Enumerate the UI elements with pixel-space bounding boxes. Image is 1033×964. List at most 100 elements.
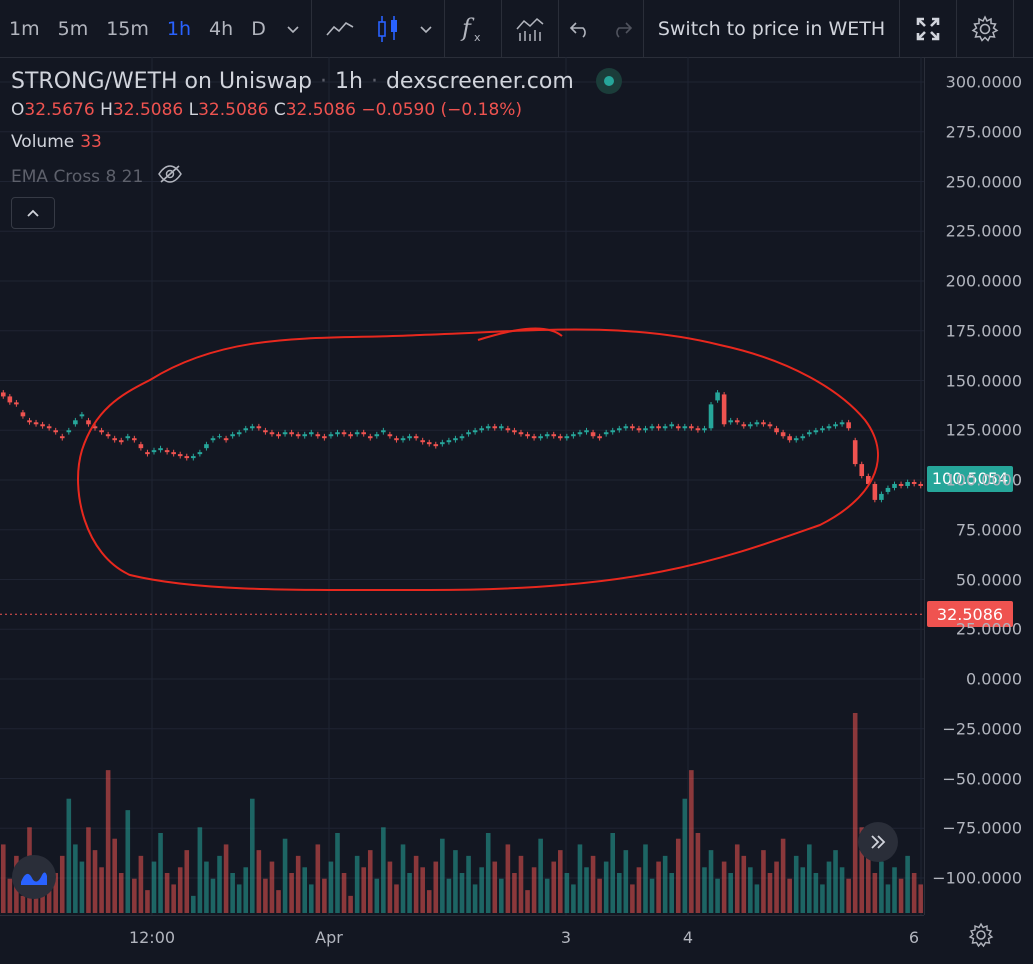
low-label: L [188, 100, 199, 120]
price-tick-label: 150.0000 [945, 371, 1022, 390]
candle-body [407, 436, 412, 439]
candle-body [826, 426, 832, 429]
symbol-title-row: STRONG/WETH on Uniswap · 1h · dexscreene… [11, 68, 622, 94]
volume-bar [702, 867, 707, 913]
templates-icon[interactable] [502, 0, 558, 57]
candle-body [525, 434, 530, 437]
volume-bar [112, 838, 117, 913]
candle-body [702, 428, 707, 431]
volume-value: 33 [80, 132, 102, 152]
candle-body [164, 450, 170, 453]
candle-body [564, 436, 570, 439]
timeframe-4h[interactable]: 4h [209, 17, 234, 40]
volume-bar [400, 844, 406, 913]
candle-body [761, 422, 766, 425]
candle-body [721, 394, 727, 425]
timeframe-d[interactable]: D [251, 17, 266, 40]
volume-bar [53, 873, 58, 913]
time-axis[interactable]: 12:00 Apr 3 4 6 [0, 915, 924, 964]
volume-bar [308, 884, 314, 913]
scroll-to-realtime-button[interactable] [858, 822, 898, 862]
volume-bar [518, 855, 524, 913]
volume-bar [118, 873, 124, 913]
low-value: 32.5086 [198, 100, 269, 120]
candle-body [807, 432, 812, 435]
candle-body [138, 444, 144, 449]
volume-bar [348, 895, 353, 913]
candle-body [643, 428, 648, 431]
candle-body [459, 436, 465, 439]
volume-bar [911, 873, 917, 913]
candle-body [99, 430, 104, 433]
chart-type-dropdown-icon[interactable] [408, 0, 444, 57]
candle-body [839, 422, 845, 425]
last-price-label: 100.5054 [927, 465, 1013, 492]
candle-body [308, 432, 314, 435]
candle-body [872, 483, 878, 500]
timeframe-15m[interactable]: 15m [106, 17, 149, 40]
candle-body [282, 432, 288, 435]
ohlc-values: O32.5676 H32.5086 L32.5086 C32.5086 −0.0… [11, 100, 622, 120]
line-chart-icon[interactable] [312, 0, 368, 57]
volume-bar [492, 861, 498, 913]
price-tick-label: 250.0000 [945, 172, 1022, 191]
candle-body [118, 440, 124, 443]
volume-bar [675, 838, 681, 913]
candle-body [322, 436, 327, 439]
volume-bar [866, 855, 871, 913]
settings-gear-icon[interactable] [957, 0, 1013, 57]
candle-body [603, 432, 609, 435]
volume-bar [230, 873, 235, 913]
candle-body [623, 426, 629, 429]
candle-body [20, 412, 26, 417]
volume-bar [767, 873, 773, 913]
volume-bar [643, 844, 648, 913]
candle-body [46, 426, 52, 429]
candle-body [7, 396, 13, 403]
volume-bar [158, 833, 163, 913]
volume-bar [387, 861, 393, 913]
volume-bar [66, 798, 72, 913]
axis-settings-gear-icon[interactable] [968, 922, 994, 948]
candle-body [538, 436, 543, 439]
volume-bar [210, 878, 216, 913]
redo-icon[interactable] [601, 0, 643, 57]
volume-bar [571, 884, 576, 913]
volume-bar [204, 861, 209, 913]
collapse-legend-button[interactable] [11, 197, 55, 229]
price-chart[interactable] [0, 57, 924, 915]
volume-bar [479, 867, 484, 913]
volume-series [0, 713, 924, 913]
candles-icon[interactable] [368, 0, 408, 57]
candle-body [86, 420, 91, 425]
fullscreen-icon[interactable] [900, 0, 956, 57]
candle-body [485, 426, 491, 429]
volume-bar [544, 878, 550, 913]
volume-bar [839, 867, 845, 913]
dexscreener-logo-icon[interactable] [12, 855, 56, 899]
ema-legend[interactable]: EMA Cross 8 21 [11, 164, 622, 189]
volume-bar [826, 861, 832, 913]
volume-bar [243, 867, 249, 913]
timeframe-1h[interactable]: 1h [166, 17, 192, 40]
switch-price-button[interactable]: Switch to price in WETH [657, 17, 886, 40]
timeframe-5m[interactable]: 5m [57, 17, 89, 40]
candle-body [191, 456, 196, 459]
volume-bar [538, 838, 543, 913]
undo-icon[interactable] [559, 0, 601, 57]
volume-bar [289, 873, 294, 913]
eye-hidden-icon[interactable] [157, 164, 183, 189]
candle-body [479, 428, 484, 431]
candle-body [263, 430, 268, 433]
price-tick-label: 125.0000 [945, 420, 1022, 440]
candle-body [852, 440, 858, 465]
price-axis[interactable]: 100.5054 32.5086 300.0000 275.0000 250.000… [924, 57, 1033, 915]
volume-bar [833, 850, 838, 913]
candle-body [53, 430, 58, 433]
timeframe-dropdown-icon[interactable] [275, 0, 311, 57]
volume-bar [472, 884, 478, 913]
volume-bar [623, 850, 629, 913]
candle-body [315, 434, 321, 437]
timeframe-1m[interactable]: 1m [9, 17, 40, 40]
